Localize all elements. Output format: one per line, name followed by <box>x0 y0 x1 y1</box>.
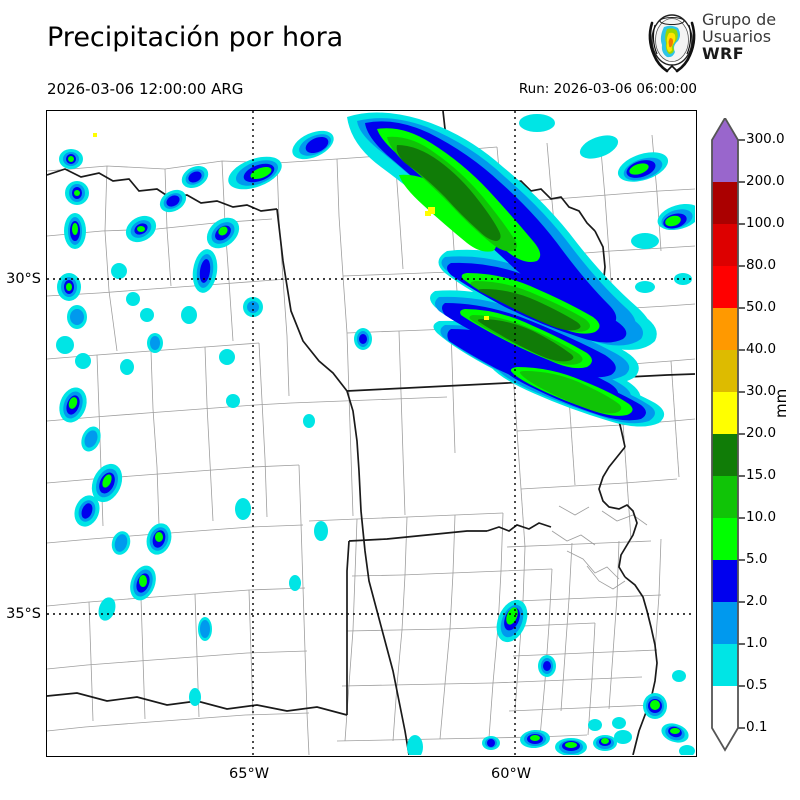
colorbar-unit-label: mm <box>772 388 790 418</box>
precip-field-main-band <box>93 112 695 427</box>
colorbar-svg <box>711 118 745 752</box>
colorbar-tick-label: 100.0 <box>746 215 785 231</box>
colorbar-tick-label: 0.1 <box>746 719 768 735</box>
colorbar-arrow-min <box>712 728 738 750</box>
logo-line-2: Usuarios <box>702 27 772 46</box>
lat-tick-label: 30°S <box>6 271 41 287</box>
colorbar-tick-label: 15.0 <box>746 467 777 483</box>
colorbar-arrow-max <box>712 118 738 140</box>
colorbar-band <box>712 308 738 350</box>
colorbar-outline <box>711 118 739 752</box>
colorbar-band <box>712 560 738 602</box>
colorbar-band <box>712 392 738 434</box>
colorbar-band <box>712 518 738 560</box>
colorbar-band <box>712 602 738 644</box>
colorbar-band <box>712 182 738 224</box>
colorbar-tick-label: 300.0 <box>746 131 785 147</box>
logo-line-1: Grupo de <box>702 10 777 29</box>
colorbar-ticks <box>738 139 745 729</box>
colorbar-tick-label: 10.0 <box>746 509 777 525</box>
logo-line-3: WRF <box>702 44 745 63</box>
colorbar-tick-label: 50.0 <box>746 299 777 315</box>
precipitation-map[interactable] <box>46 110 697 757</box>
colorbar-tick-label: 30.0 <box>746 383 777 399</box>
wrf-user-group-logo: Grupo de Usuarios WRF <box>644 11 794 75</box>
page-title: Precipitación por hora <box>47 22 344 53</box>
logo-text: Grupo de Usuarios WRF <box>702 11 794 62</box>
colorbar-bands <box>712 140 738 728</box>
lat-tick-label: 35°S <box>6 606 41 622</box>
colorbar-band <box>712 224 738 266</box>
precip-field-southeast-cells <box>407 599 695 755</box>
colorbar-band <box>712 686 738 728</box>
colorbar-tick-label: 0.5 <box>746 677 768 693</box>
lon-tick-label: 65°W <box>229 766 270 782</box>
precip-field-west-cells <box>56 149 372 706</box>
colorbar-tick-label: 20.0 <box>746 425 777 441</box>
lon-tick-label: 60°W <box>491 766 532 782</box>
colorbar-tick-label: 1.0 <box>746 635 768 651</box>
colorbar-tick-label: 5.0 <box>746 551 768 567</box>
colorbar-band <box>712 350 738 392</box>
colorbar-band <box>712 644 738 686</box>
colorbar-tick-label: 200.0 <box>746 173 785 189</box>
colorbar-band <box>712 266 738 308</box>
colorbar-band <box>712 476 738 518</box>
colorbar-tick-label: 80.0 <box>746 257 777 273</box>
colorbar-band <box>712 434 738 476</box>
run-time-label: Run: 2026-03-06 06:00:00 <box>518 81 697 97</box>
colorbar-band <box>712 140 738 182</box>
valid-time-label: 2026-03-06 12:00:00 ARG <box>47 80 244 98</box>
colorbar-tick-label: 40.0 <box>746 341 777 357</box>
map-canvas <box>47 111 695 755</box>
wrf-globe-emblem-icon <box>648 14 696 73</box>
colorbar-tick-label: 2.0 <box>746 593 768 609</box>
country-borders <box>47 111 695 755</box>
colorbar-extend-arrows <box>712 118 738 750</box>
graticule <box>47 111 695 755</box>
colorbar[interactable]: 300.0 200.0 100.0 80.0 50.0 40.0 30.0 20.0 15.0 1… <box>706 118 796 758</box>
